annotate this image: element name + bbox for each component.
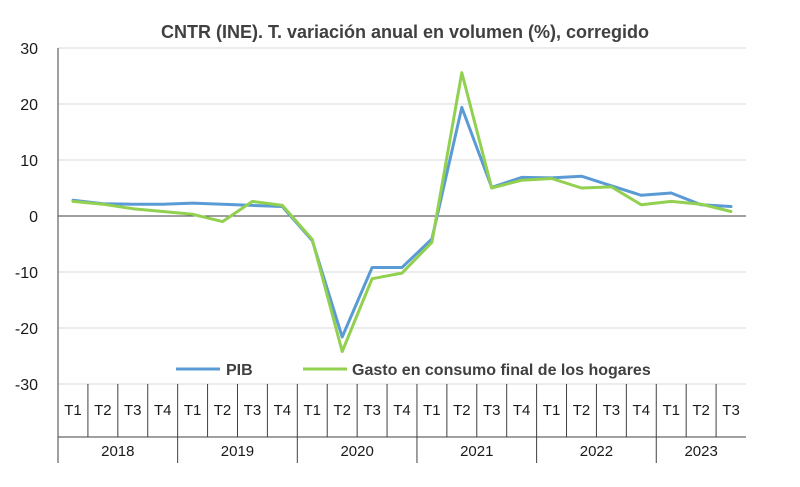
x-tick-label: T4 bbox=[154, 402, 172, 419]
x-tick-label: T4 bbox=[513, 402, 531, 419]
x-tick-label: T4 bbox=[393, 402, 411, 419]
year-label: 2019 bbox=[221, 443, 254, 460]
axes bbox=[57, 48, 746, 384]
legend-label: PIB bbox=[226, 362, 253, 379]
year-label: 2018 bbox=[101, 443, 134, 460]
x-tick-label: T3 bbox=[603, 402, 621, 419]
x-tick-label: T2 bbox=[333, 402, 351, 419]
y-tick-label: -10 bbox=[15, 265, 38, 282]
x-tick-label: T4 bbox=[633, 402, 651, 419]
x-tick-label: T1 bbox=[184, 402, 202, 419]
x-tick-label: T2 bbox=[692, 402, 710, 419]
year-label: 2022 bbox=[580, 443, 613, 460]
y-tick-label: 20 bbox=[20, 97, 38, 114]
gridlines bbox=[58, 47, 746, 385]
y-tick-label: -30 bbox=[15, 377, 38, 394]
x-axis: T1 T2 T3 T4 T1 T2 T3 T4 T1 T2 T3 T4 T1 T2 T3 T4 T1 T2 T3 T4… bbox=[57, 384, 746, 463]
x-tick-label: T2 bbox=[94, 402, 112, 419]
x-tick-label: T1 bbox=[662, 402, 680, 419]
legend-background bbox=[170, 354, 700, 380]
x-tick-label: T2 bbox=[214, 402, 232, 419]
x-tick-label: T3 bbox=[483, 402, 501, 419]
x-tick-label: T1 bbox=[64, 402, 82, 419]
series-line-1 bbox=[71, 71, 733, 353]
x-tick-label: T3 bbox=[244, 402, 262, 419]
series-line-0 bbox=[71, 105, 733, 339]
x-tick-label: T2 bbox=[453, 402, 471, 419]
x-tick-label: T1 bbox=[304, 402, 322, 419]
series-lines bbox=[71, 71, 733, 353]
legend: PIB Gasto en consumo final de los hogares bbox=[170, 354, 700, 380]
x-tick-label: T1 bbox=[423, 402, 441, 419]
y-tick-label: 0 bbox=[29, 209, 38, 226]
year-label: 2021 bbox=[460, 443, 493, 460]
y-tick-label: 10 bbox=[20, 153, 38, 170]
legend-label: Gasto en consumo final de los hogares bbox=[352, 362, 651, 379]
x-tick-label: T3 bbox=[363, 402, 381, 419]
x-tick-label: T3 bbox=[722, 402, 740, 419]
x-tick-label: T3 bbox=[124, 402, 142, 419]
x-tick-label: T2 bbox=[573, 402, 591, 419]
y-tick-label: 30 bbox=[20, 41, 38, 58]
x-tick-label: T1 bbox=[543, 402, 561, 419]
y-axis-ticks: 30 20 10 0 -10 -20 -30 bbox=[15, 41, 38, 394]
y-tick-label: -20 bbox=[15, 321, 38, 338]
x-tick-label: T4 bbox=[274, 402, 292, 419]
year-label: 2020 bbox=[340, 443, 373, 460]
year-label: 2023 bbox=[684, 443, 717, 460]
chart-title: CNTR (INE). T. variación anual en volume… bbox=[161, 22, 649, 42]
